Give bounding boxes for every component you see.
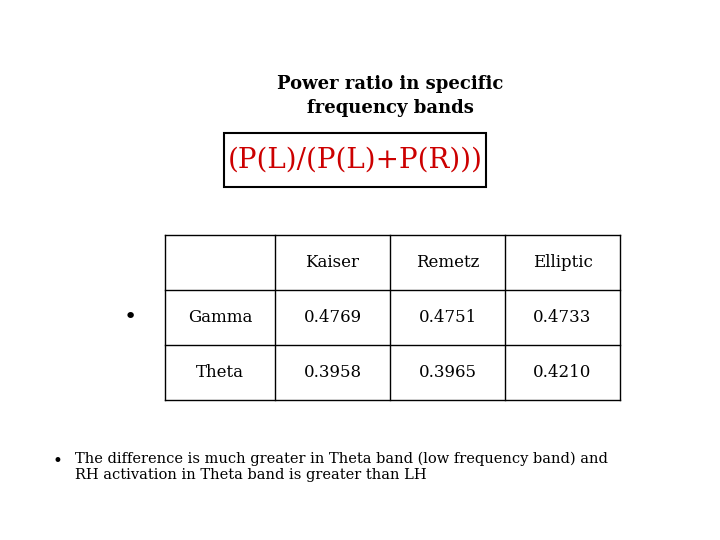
Text: 0.3965: 0.3965 [418,364,477,381]
Text: Remetz: Remetz [416,254,480,271]
Text: •: • [52,452,62,470]
Text: Gamma: Gamma [188,309,252,326]
Text: The difference is much greater in Theta band (low frequency band) and: The difference is much greater in Theta … [75,452,608,467]
Text: •: • [123,307,137,327]
Text: 0.4210: 0.4210 [534,364,592,381]
Text: Power ratio in specific
frequency bands: Power ratio in specific frequency bands [276,75,503,117]
FancyBboxPatch shape [224,133,486,187]
Text: Kaiser: Kaiser [305,254,359,271]
Text: 0.3958: 0.3958 [303,364,361,381]
Text: (P(L)/(P(L)+P(R))): (P(L)/(P(L)+P(R))) [228,146,482,173]
Text: 0.4733: 0.4733 [534,309,592,326]
Text: 0.4769: 0.4769 [303,309,361,326]
Text: RH activation in Theta band is greater than LH: RH activation in Theta band is greater t… [75,468,427,482]
Text: Theta: Theta [196,364,244,381]
Text: Elliptic: Elliptic [533,254,593,271]
Text: 0.4751: 0.4751 [418,309,477,326]
